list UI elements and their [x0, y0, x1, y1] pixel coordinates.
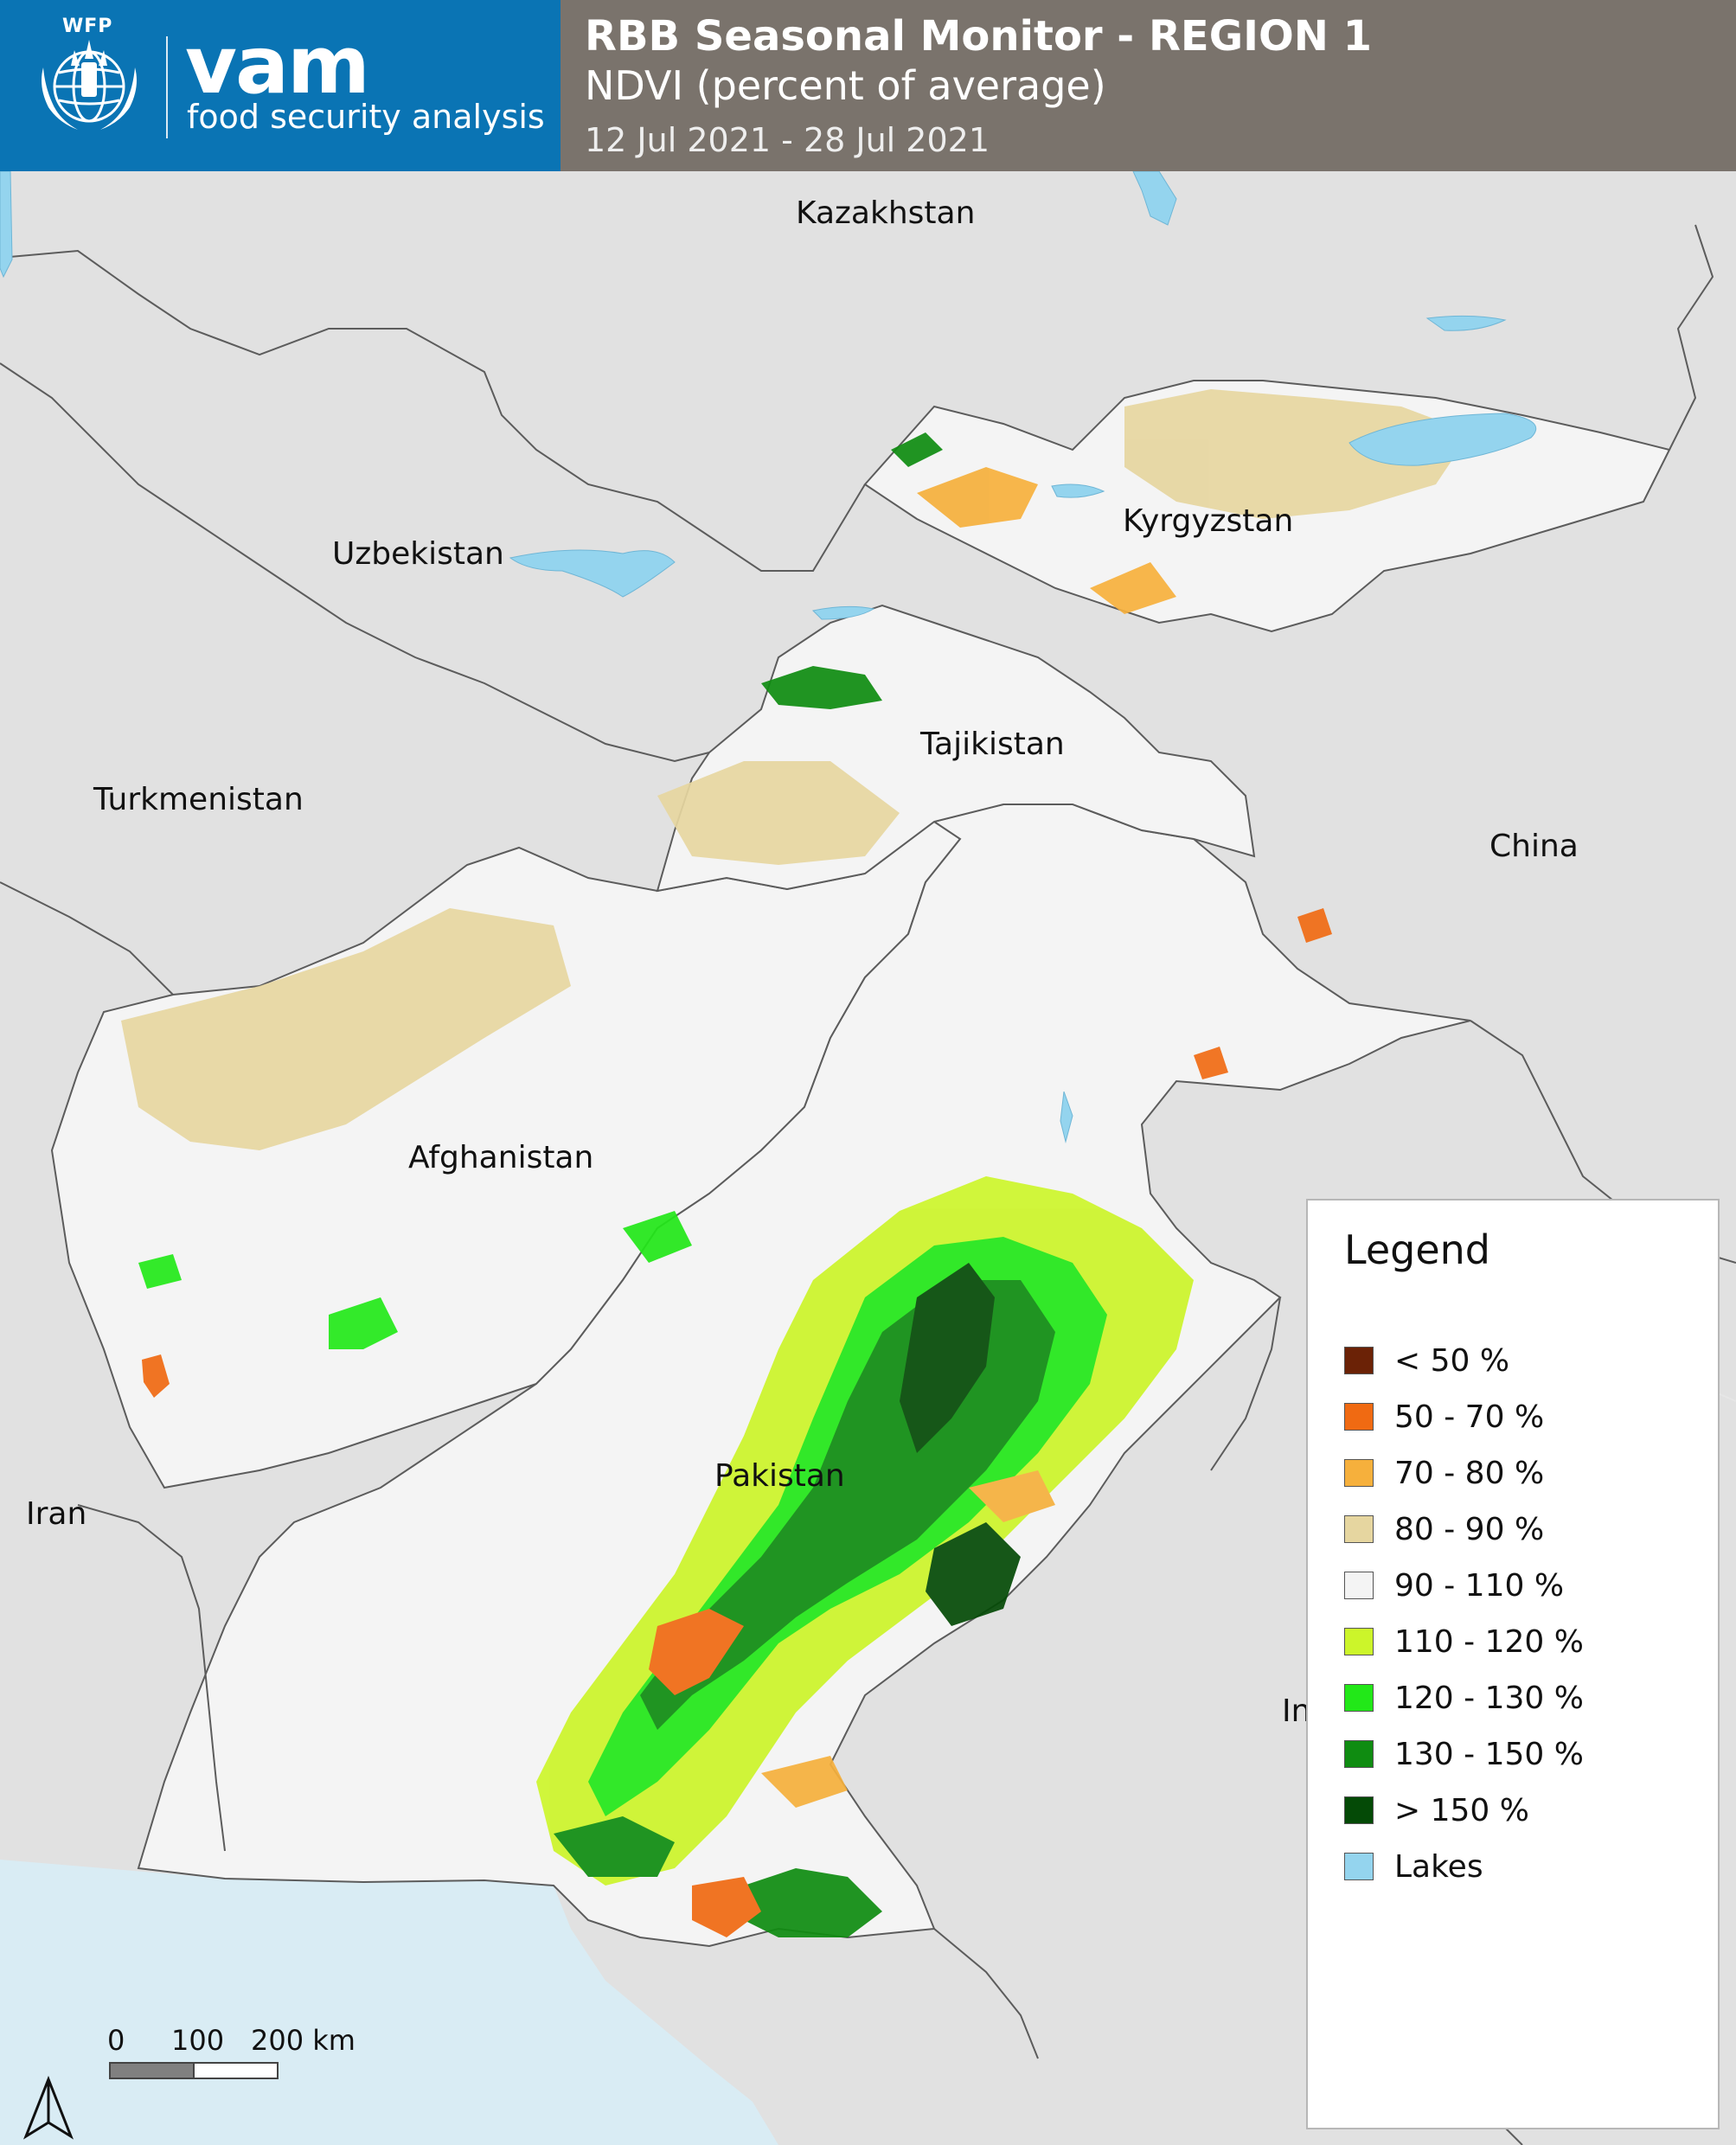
legend-item: 50 - 70 %	[1344, 1395, 1544, 1438]
label-turkmenistan: Turkmenistan	[93, 782, 304, 817]
aydar-lake	[509, 549, 676, 598]
patch-70-80-kg	[917, 467, 1176, 614]
patch-80-90-kg	[1124, 389, 1470, 519]
label-china: China	[1489, 829, 1579, 864]
legend-label: 70 - 80 %	[1394, 1455, 1545, 1491]
patch-over-150	[900, 1263, 1021, 1626]
wfp-logo-panel: WFP vam food security analysis	[0, 0, 561, 171]
legend-item: < 50 %	[1344, 1339, 1509, 1382]
legend-swatch	[1344, 1796, 1374, 1824]
ndvi-patches	[121, 389, 1470, 1937]
legend-title: Legend	[1344, 1226, 1490, 1273]
legend-swatch	[1344, 1684, 1374, 1712]
toktogul-lake	[1051, 483, 1105, 498]
legend-swatch	[1344, 1853, 1374, 1880]
scale-label-0: 0	[107, 2024, 125, 2057]
legend-item: 90 - 110 %	[1344, 1564, 1564, 1607]
north-arrow-icon	[22, 2076, 74, 2140]
map-subtitle: NDVI (percent of average)	[585, 62, 1106, 109]
vam-wordmark: vam	[185, 19, 370, 112]
title-panel: RBB Seasonal Monitor - REGION 1 NDVI (pe…	[561, 0, 1736, 171]
patch-orange-pak-ne	[1194, 908, 1332, 1079]
legend-label: 110 - 120 %	[1394, 1623, 1584, 1660]
legend-label: 120 - 130 %	[1394, 1680, 1584, 1716]
map-title: RBB Seasonal Monitor - REGION 1	[585, 12, 1373, 61]
balkhash-lake-fragment	[1132, 171, 1177, 226]
legend-swatch	[1344, 1740, 1374, 1768]
legend-swatch	[1344, 1515, 1374, 1543]
logo-tagline: food security analysis	[187, 98, 545, 136]
wfp-wordmark: WFP	[62, 16, 113, 37]
tarbela-lake	[1060, 1091, 1073, 1143]
patch-80-90-north	[657, 761, 900, 865]
legend-label: Lakes	[1394, 1848, 1483, 1885]
legend-item: Lakes	[1344, 1845, 1483, 1888]
patch-80-90-afg	[121, 908, 571, 1150]
label-iran: Iran	[26, 1496, 86, 1532]
legend-swatch	[1344, 1403, 1374, 1431]
legend-swatch	[1344, 1459, 1374, 1487]
legend-item: 120 - 130 %	[1344, 1676, 1584, 1719]
legend-label: 50 - 70 %	[1394, 1399, 1545, 1435]
legend-swatch	[1344, 1572, 1374, 1599]
wfp-emblem-icon	[42, 40, 137, 130]
kapchagay-lake	[1425, 315, 1507, 331]
map-header: WFP vam food security analysis RBB Seaso…	[0, 0, 1736, 171]
legend-swatch	[1344, 1347, 1374, 1374]
patch-south-green	[554, 1816, 882, 1937]
map-legend: Legend < 50 % 50 - 70 % 70 - 80 % 80 - 90 %…	[1306, 1199, 1720, 2129]
lakes	[0, 171, 1537, 1143]
small-lake-caspian	[0, 171, 13, 279]
legend-swatch	[1344, 1628, 1374, 1655]
patch-orange-afg-west	[142, 1354, 170, 1398]
legend-item: 130 - 150 %	[1344, 1732, 1584, 1776]
patch-green-afg	[138, 1211, 692, 1349]
patch-50-70-south	[649, 1609, 761, 1937]
legend-item: 110 - 120 %	[1344, 1620, 1584, 1663]
scale-bar	[109, 2062, 279, 2079]
patch-green-north	[761, 432, 943, 709]
label-pakistan: Pakistan	[714, 1458, 845, 1494]
legend-label: 130 - 150 %	[1394, 1736, 1584, 1772]
legend-label: 80 - 90 %	[1394, 1511, 1545, 1547]
kayrakkum-lake	[811, 605, 875, 620]
issyk-kul-lake	[1348, 413, 1537, 466]
label-kyrgyzstan: Kyrgyzstan	[1123, 503, 1293, 539]
legend-label: < 50 %	[1394, 1342, 1510, 1379]
legend-item: 80 - 90 %	[1344, 1508, 1544, 1551]
label-tajikistan: Tajikistan	[919, 727, 1065, 762]
scale-label-200: 200 km	[251, 2024, 356, 2057]
legend-label: > 150 %	[1394, 1792, 1529, 1828]
legend-item: 70 - 80 %	[1344, 1451, 1544, 1495]
legend-label: 90 - 110 %	[1394, 1567, 1565, 1604]
logo-divider	[166, 36, 168, 138]
scale-label-100: 100	[171, 2024, 225, 2057]
label-uzbekistan: Uzbekistan	[332, 536, 504, 572]
legend-item: > 150 %	[1344, 1789, 1529, 1832]
patch-70-80-south	[761, 1470, 1055, 1808]
label-kazakhstan: Kazakhstan	[796, 195, 975, 231]
label-afghanistan: Afghanistan	[408, 1140, 593, 1175]
date-range: 12 Jul 2021 - 28 Jul 2021	[585, 121, 990, 159]
